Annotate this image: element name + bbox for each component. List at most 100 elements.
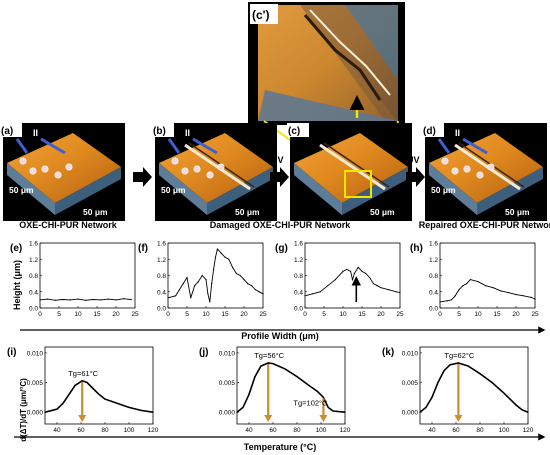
x-tick-label: 0: [38, 311, 42, 318]
x-tick-label: 40: [53, 427, 61, 434]
data-point: [207, 293, 209, 295]
line-chart: 40 60 80 100 120 0.000 0.005 0.010: [219, 346, 351, 434]
line-chart: 40 60 80 100 120 0.000 0.005 0.010: [27, 346, 159, 434]
data-point: [284, 368, 286, 370]
data-point: [454, 295, 456, 297]
data-point: [477, 281, 479, 283]
data-point: [201, 274, 203, 277]
y-tick-label: 0.000: [219, 410, 236, 417]
data-point: [81, 380, 83, 382]
y-tick-label: 0.4: [294, 289, 303, 296]
x-tick-label: 5: [185, 311, 189, 318]
data-point: [332, 410, 334, 412]
x-tick-label: 5: [57, 311, 61, 318]
data-point: [92, 298, 94, 301]
y-tick-label: 0.8: [429, 273, 438, 280]
marker-dot: [65, 163, 73, 171]
x-tick-label: 120: [523, 427, 534, 434]
scale-label: 50 μm: [235, 207, 260, 217]
tg-annotation: Tg=102°C: [293, 398, 328, 407]
data-point: [361, 270, 363, 272]
data-point: [365, 272, 367, 275]
marker-dot: [206, 171, 214, 179]
x-tick-label: 25: [396, 311, 404, 318]
afm-side-right: [342, 167, 408, 215]
y-tick-label: 1.6: [29, 241, 38, 248]
data-point: [260, 365, 262, 367]
y-tick-label: 0.010: [402, 350, 419, 357]
data-point: [322, 396, 324, 398]
data-point: [247, 283, 249, 285]
x-tick-label: 10: [474, 311, 482, 318]
caption-repaired: Repaired OXE-CHI-PUR Network: [419, 220, 550, 230]
y-tick-label: 1.2: [29, 257, 38, 264]
process-arrows: UV UV: [133, 155, 425, 187]
x-tick-label: 10: [202, 311, 210, 318]
data-point: [515, 294, 517, 296]
y-tick-label: 0.010: [219, 350, 236, 357]
data-point: [258, 291, 260, 293]
data-point: [447, 300, 449, 302]
y-tick-label: 0.4: [29, 289, 38, 296]
y-tick-label: 0.010: [27, 350, 44, 357]
data-point: [197, 281, 199, 283]
y-tick-label: 0.005: [219, 380, 236, 387]
data-point: [39, 299, 41, 301]
afm-surface: [7, 133, 121, 203]
data-point: [224, 256, 226, 258]
data-point: [194, 285, 196, 287]
afm-side-left: [294, 163, 342, 215]
data-point: [344, 411, 346, 413]
data-point: [100, 299, 102, 301]
data-point: [254, 289, 256, 291]
y-tick-label: 1.6: [429, 241, 438, 248]
panel-label: (k): [382, 347, 394, 358]
data-point: [140, 409, 142, 411]
panel-label: (b): [153, 126, 166, 137]
afm-side-right: [207, 167, 273, 215]
data-point: [457, 362, 459, 364]
data-point: [327, 285, 329, 287]
data-point: [130, 298, 132, 301]
data-point: [236, 411, 238, 413]
x-tick-label: 120: [340, 427, 351, 434]
caption-original: OXE-CHI-PUR Network: [19, 220, 118, 230]
x-tick-label: 80: [101, 427, 109, 434]
data-point: [388, 289, 390, 291]
data-point: [500, 290, 502, 292]
data-point: [327, 406, 329, 408]
data-point: [74, 384, 76, 387]
data-point: [350, 270, 352, 272]
x-tick-label: 0: [438, 311, 442, 318]
marker-dot: [451, 167, 459, 175]
plot-frame: [167, 242, 264, 309]
blue-arrow-icon: [40, 137, 66, 155]
panel-label: (j): [199, 347, 208, 358]
plot-frame: [439, 242, 536, 309]
data-point: [115, 299, 117, 301]
data-point: [243, 279, 245, 281]
marker-dot: [487, 163, 495, 171]
uv-label: UV: [407, 155, 420, 165]
label-bg: [0, 123, 22, 137]
data-point: [467, 365, 469, 367]
scale-label: 50 μm: [505, 207, 530, 217]
line-chart: 0 5 10 15 20 25 0.0 0.4 0.8 1.2 1.6: [29, 241, 139, 319]
data-point: [399, 292, 401, 294]
data-point: [515, 404, 517, 406]
x-tick-label: 20: [112, 311, 120, 318]
data-point: [69, 299, 71, 301]
dsc-xlabel: Temperature (°C): [244, 442, 316, 452]
label-bg: [152, 123, 174, 137]
x-tick-label: 60: [452, 427, 460, 434]
data-point: [312, 293, 314, 295]
blue-arrow-icon: [167, 138, 181, 154]
x-tick-label: 80: [293, 427, 301, 434]
plot-frame: [44, 346, 154, 425]
marker-dot: [19, 157, 27, 165]
tg-arrow-icon: [454, 415, 463, 422]
data-point: [239, 274, 241, 277]
scale-label: 50 μm: [161, 185, 186, 195]
